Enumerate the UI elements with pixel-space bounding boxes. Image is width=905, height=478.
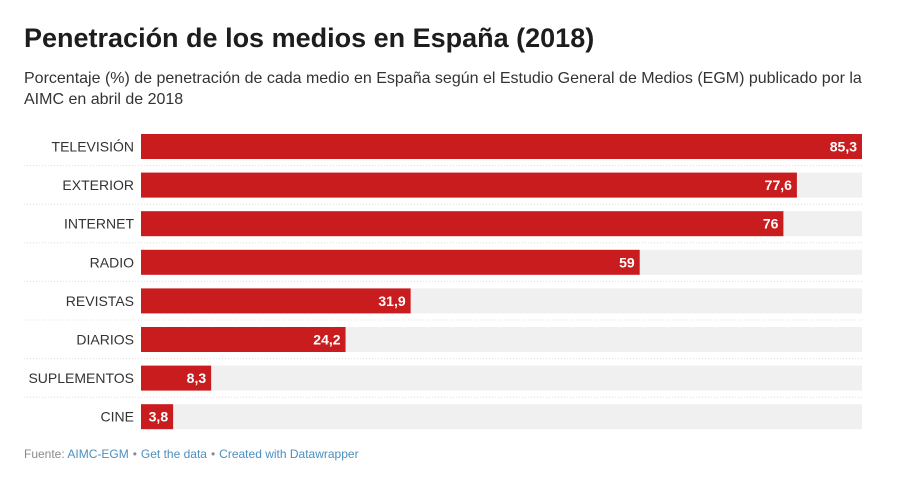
bar: [141, 404, 174, 430]
chart-title: Penetración de los medios en España (201…: [24, 23, 595, 53]
category-label: DIARIOS: [76, 332, 134, 348]
value-label: 24,2: [313, 332, 340, 348]
value-label: 76: [763, 216, 779, 232]
footer-separator: •: [132, 447, 137, 461]
source-label: Fuente:: [24, 447, 65, 461]
value-label: 3,8: [149, 409, 169, 425]
footer-separator: •: [210, 447, 216, 461]
category-label: CINE: [101, 409, 134, 425]
source-link[interactable]: AIMC-EGM: [67, 447, 129, 461]
created-with-link[interactable]: Created with Datawrapper: [219, 447, 359, 461]
value-label: 59: [619, 254, 635, 270]
bar: [141, 249, 640, 275]
bar: [141, 134, 862, 159]
bar: [141, 172, 797, 198]
bar: [141, 365, 212, 391]
value-label: 85,3: [830, 139, 857, 155]
bar: [141, 327, 346, 352]
category-label: TELEVISIÓN: [52, 139, 134, 155]
category-label: EXTERIOR: [62, 177, 134, 193]
bar-chart: TELEVISIÓN 85,3 EXTERIOR 77,6 INTERNET 76 RADI…: [24, 134, 862, 430]
bar-track: [141, 404, 862, 430]
bar: [141, 211, 784, 237]
category-label: INTERNET: [64, 216, 134, 232]
value-label: 31,9: [378, 293, 405, 309]
category-label: REVISTAS: [66, 293, 134, 309]
value-label: 8,3: [187, 370, 207, 386]
chart-subtitle: Porcentaje (%) de penetración de cada me…: [24, 70, 862, 108]
category-label: SUPLEMENTOS: [28, 370, 134, 386]
bar-track: [141, 365, 862, 391]
category-label: RADIO: [90, 254, 134, 270]
bar: [141, 288, 411, 314]
get-data-link[interactable]: Get the data: [140, 447, 207, 461]
chart-footer: Fuente: AIMC-EGM • Get the data • Created wi…: [24, 447, 359, 461]
value-label: 77,6: [765, 177, 792, 193]
